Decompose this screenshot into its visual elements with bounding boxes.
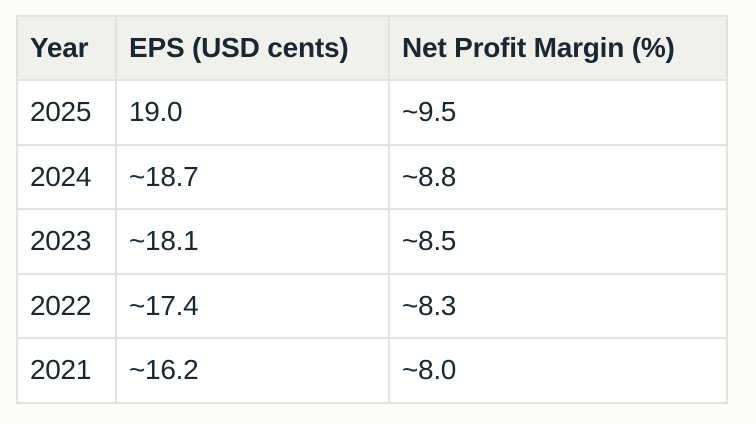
table-header: Year EPS (USD cents) Net Profit Margin (… — [16, 15, 728, 81]
table-row: 2023 ~18.1 ~8.5 — [16, 208, 728, 275]
header-year: Year — [16, 15, 117, 81]
cell-year: 2024 — [16, 143, 117, 210]
data-table-container: Year EPS (USD cents) Net Profit Margin (… — [16, 15, 728, 404]
cell-year: 2025 — [16, 79, 117, 146]
table-row: 2021 ~16.2 ~8.0 — [16, 337, 728, 404]
cell-net-profit-margin: ~8.0 — [388, 337, 728, 404]
cell-year: 2023 — [16, 208, 117, 275]
cell-net-profit-margin: ~8.8 — [388, 143, 728, 210]
cell-eps: ~17.4 — [115, 272, 390, 339]
table-row: 2025 19.0 ~9.5 — [16, 79, 728, 146]
table-body: 2025 19.0 ~9.5 2024 ~18.7 ~8.8 2023 ~18.… — [16, 79, 728, 404]
cell-eps: ~18.1 — [115, 208, 390, 275]
header-eps: EPS (USD cents) — [115, 15, 390, 81]
cell-year: 2022 — [16, 272, 117, 339]
table-row: 2022 ~17.4 ~8.3 — [16, 272, 728, 339]
cell-net-profit-margin: ~8.3 — [388, 272, 728, 339]
cell-net-profit-margin: ~8.5 — [388, 208, 728, 275]
header-net-profit-margin: Net Profit Margin (%) — [388, 15, 728, 81]
cell-eps: ~18.7 — [115, 143, 390, 210]
header-row: Year EPS (USD cents) Net Profit Margin (… — [16, 15, 728, 81]
table-row: 2024 ~18.7 ~8.8 — [16, 143, 728, 210]
cell-eps: 19.0 — [115, 79, 390, 146]
cell-net-profit-margin: ~9.5 — [388, 79, 728, 146]
cell-eps: ~16.2 — [115, 337, 390, 404]
cell-year: 2021 — [16, 337, 117, 404]
eps-margin-table: Year EPS (USD cents) Net Profit Margin (… — [16, 15, 728, 404]
